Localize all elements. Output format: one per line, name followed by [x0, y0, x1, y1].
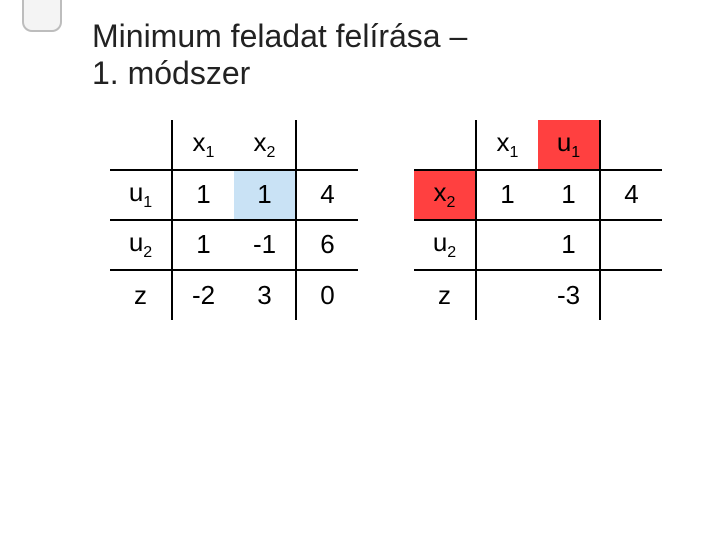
cell-highlight-blue: 1	[234, 170, 296, 220]
table-row: z -3	[414, 270, 662, 320]
cell: 1	[172, 170, 234, 220]
cell: 6	[296, 220, 358, 270]
tables-container: x1 x2 u1 1 1 4 u2 1 -1 6 z -2 3 0	[110, 120, 690, 320]
row-header-z: z	[414, 270, 476, 320]
table-row: u1 1 1 4	[110, 170, 358, 220]
table-row: x1 x2	[110, 120, 358, 170]
empty-cell	[110, 120, 172, 170]
cell: -3	[538, 270, 600, 320]
col-header-x1: x1	[172, 120, 234, 170]
table-row: u2 1	[414, 220, 662, 270]
table-row: x2 1 1 4	[414, 170, 662, 220]
decor-tab	[22, 0, 62, 32]
table-row: u2 1 -1 6	[110, 220, 358, 270]
cell: -2	[172, 270, 234, 320]
cell: -1	[234, 220, 296, 270]
cell: 1	[476, 170, 538, 220]
col-header-x2: x2	[234, 120, 296, 170]
left-table: x1 x2 u1 1 1 4 u2 1 -1 6 z -2 3 0	[110, 120, 358, 320]
cell: 0	[296, 270, 358, 320]
col-header-x1: x1	[476, 120, 538, 170]
empty-cell	[600, 120, 662, 170]
row-header-u2: u2	[110, 220, 172, 270]
table-row: z -2 3 0	[110, 270, 358, 320]
title-line-1: Minimum feladat felírása –	[92, 18, 467, 54]
cell: 1	[538, 220, 600, 270]
row-header-u2: u2	[414, 220, 476, 270]
right-table: x1 u1 x2 1 1 4 u2 1 z -3	[414, 120, 662, 320]
row-header-x2-highlight: x2	[414, 170, 476, 220]
cell	[600, 220, 662, 270]
empty-cell	[414, 120, 476, 170]
table-row: x1 u1	[414, 120, 662, 170]
title-line-2: 1. módszer	[92, 55, 250, 91]
cell: 1	[172, 220, 234, 270]
cell: 4	[296, 170, 358, 220]
cell	[476, 270, 538, 320]
row-header-z: z	[110, 270, 172, 320]
cell: 3	[234, 270, 296, 320]
slide-title: Minimum feladat felírása – 1. módszer	[92, 18, 690, 92]
cell: 1	[538, 170, 600, 220]
row-header-u1: u1	[110, 170, 172, 220]
empty-cell	[296, 120, 358, 170]
cell: 4	[600, 170, 662, 220]
cell	[476, 220, 538, 270]
col-header-u1-highlight: u1	[538, 120, 600, 170]
cell	[600, 270, 662, 320]
